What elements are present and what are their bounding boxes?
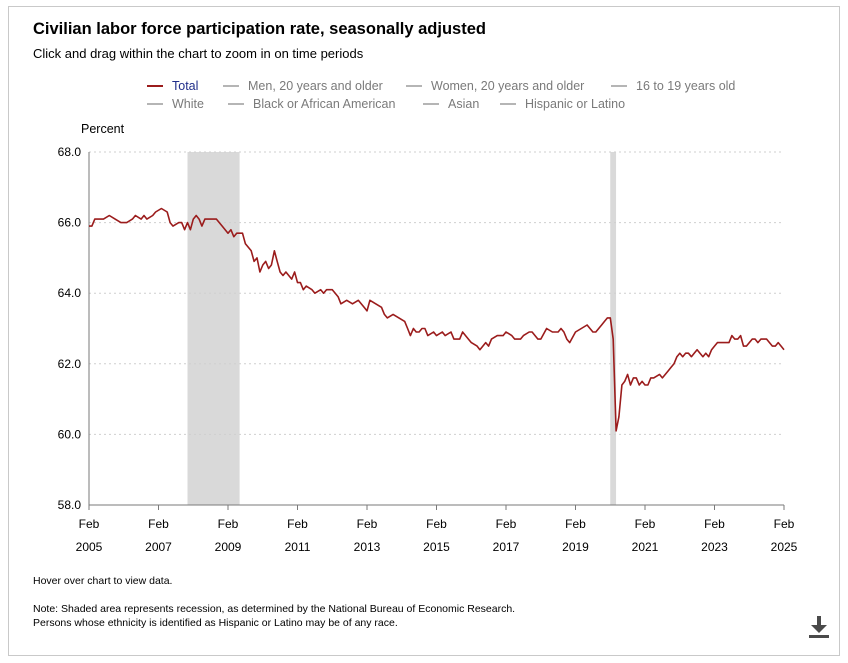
legend-swatch-men-20-plus — [223, 85, 239, 87]
legend-swatch-hispanic — [500, 103, 516, 105]
legend-label-black: Black or African American — [253, 97, 396, 111]
legend-swatch-total — [147, 85, 163, 87]
series-line-total[interactable] — [89, 207, 785, 432]
y-tick-label: 62.0 — [58, 357, 82, 371]
download-icon[interactable] — [806, 614, 832, 640]
x-tick-label-month: Feb — [357, 517, 378, 531]
legend-item-16-to-19[interactable]: 16 to 19 years old — [611, 79, 735, 93]
legend-label-total: Total — [172, 79, 199, 93]
legend-swatch-asian — [423, 103, 439, 105]
x-tick-label-year: 2007 — [145, 540, 172, 554]
x-tick-label-year: 2013 — [354, 540, 381, 554]
x-tick-label-month: Feb — [565, 517, 586, 531]
x-tick-label-year: 2015 — [423, 540, 450, 554]
x-tick-label-year: 2011 — [285, 540, 311, 554]
chart-subtitle: Click and drag within the chart to zoom … — [33, 46, 364, 61]
legend-label-16-to-19: 16 to 19 years old — [636, 79, 736, 93]
recession-band-1 — [187, 152, 240, 505]
x-tick-label-year: 2025 — [771, 540, 798, 554]
x-tick-label-month: Feb — [635, 517, 656, 531]
legend-item-men-20-plus[interactable]: Men, 20 years and older — [223, 79, 383, 93]
grid-layer — [89, 151, 784, 435]
x-tick-label-month: Feb — [774, 517, 795, 531]
x-tick-label-year: 2017 — [493, 540, 520, 554]
chart-title: Civilian labor force participation rate,… — [33, 20, 486, 38]
recession-layer — [187, 152, 617, 505]
recession-note: Note: Shaded area represents recession, … — [33, 603, 516, 615]
legend-swatch-women-20-plus — [406, 85, 422, 87]
x-tick-label-year: 2009 — [215, 540, 242, 554]
legend-label-hispanic: Hispanic or Latino — [525, 97, 626, 111]
y-tick-label: 66.0 — [58, 216, 82, 230]
y-tick-label: 64.0 — [58, 286, 82, 300]
legend-item-total[interactable]: Total — [147, 79, 198, 93]
x-tick-label-month: Feb — [218, 517, 239, 531]
legend-label-asian: Asian — [448, 97, 480, 111]
x-tick-label-year: 2005 — [76, 540, 103, 554]
legend-item-black[interactable]: Black or African American — [228, 97, 395, 111]
x-tick-label-month: Feb — [148, 517, 169, 531]
x-tick-label-year: 2019 — [562, 540, 589, 554]
y-axis-title: Percent — [81, 122, 125, 136]
series-layer — [89, 207, 785, 432]
x-tick-label-month: Feb — [79, 517, 100, 531]
legend-swatch-16-to-19 — [611, 85, 627, 87]
legend-swatch-black — [228, 103, 244, 105]
download-glyph — [809, 616, 829, 638]
legend-label-women-20-plus: Women, 20 years and older — [431, 79, 585, 93]
legend-label-white: White — [172, 97, 204, 111]
x-tick-label-month: Feb — [426, 517, 447, 531]
x-tick-label-month: Feb — [287, 517, 308, 531]
x-tick-label-year: 2021 — [632, 540, 659, 554]
axis-layer — [88, 152, 785, 510]
legend-item-women-20-plus[interactable]: Women, 20 years and older — [406, 79, 584, 93]
tick-label-layer: 58.0 60.0 62.0 64.0 66.0 68.0 Feb 2005 Feb 2007 Fe… — [58, 145, 798, 554]
legend-swatch-white — [147, 103, 163, 105]
legend-item-white[interactable]: White — [147, 97, 204, 111]
ethnicity-note: Persons whose ethnicity is identified as… — [33, 617, 398, 629]
x-tick-label-month: Feb — [704, 517, 725, 531]
legend-label-men-20-plus: Men, 20 years and older — [248, 79, 383, 93]
y-tick-label: 58.0 — [58, 498, 82, 512]
y-tick-label: 68.0 — [58, 145, 82, 159]
legend-item-asian[interactable]: Asian — [423, 97, 479, 111]
legend-item-hispanic[interactable]: Hispanic or Latino — [500, 97, 625, 111]
hover-hint: Hover over chart to view data. — [33, 575, 173, 587]
y-tick-label: 60.0 — [58, 427, 82, 441]
chart-container — [8, 6, 840, 656]
x-tick-label-year: 2023 — [701, 540, 728, 554]
recession-band-2 — [610, 152, 617, 505]
x-tick-label-month: Feb — [496, 517, 517, 531]
